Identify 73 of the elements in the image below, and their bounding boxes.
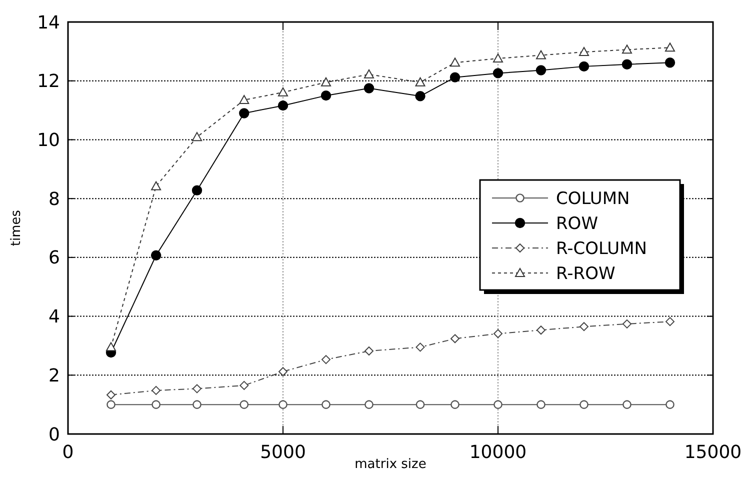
point	[240, 400, 249, 409]
y-tick-label: 10	[37, 130, 60, 152]
point	[192, 400, 202, 409]
point	[450, 58, 460, 67]
point	[278, 100, 288, 111]
y-tick-label: 0	[48, 424, 60, 446]
point	[622, 44, 632, 54]
point	[364, 400, 374, 409]
legend-label: R-COLUMN	[556, 238, 647, 259]
point	[364, 69, 374, 78]
y-tick-label: 12	[37, 71, 60, 92]
point	[492, 68, 504, 78]
y-tick-label: 14	[37, 12, 60, 34]
point	[536, 50, 546, 60]
point	[150, 250, 162, 260]
y-axis-title: times	[9, 210, 24, 246]
point	[278, 400, 288, 409]
point	[536, 400, 546, 409]
point	[664, 58, 676, 68]
point	[494, 400, 502, 409]
x-tick-label: 5000	[260, 442, 306, 463]
point	[622, 319, 632, 328]
point	[416, 400, 425, 409]
point	[493, 53, 503, 62]
point	[666, 317, 674, 326]
point	[106, 400, 116, 409]
point	[536, 65, 546, 76]
x-tick-label: 0	[62, 442, 74, 463]
point	[580, 400, 588, 409]
point	[665, 42, 675, 52]
x-axis-title: matrix size	[354, 457, 426, 472]
y-tick-label: 2	[48, 365, 60, 386]
point	[450, 72, 460, 82]
point	[578, 61, 590, 72]
point	[278, 87, 288, 96]
point	[579, 47, 589, 56]
point	[415, 91, 426, 102]
legend-label: COLUMN	[556, 188, 630, 209]
point	[192, 132, 202, 142]
point	[106, 342, 116, 352]
point	[239, 108, 250, 118]
x-tick-label: 10000	[469, 442, 527, 463]
point	[320, 90, 332, 101]
point	[536, 326, 546, 335]
y-tick-label: 6	[48, 248, 60, 269]
point	[415, 77, 426, 86]
point	[240, 380, 249, 390]
point	[192, 185, 202, 196]
legend-label: R-ROW	[556, 264, 616, 284]
y-tick-label: 4	[48, 306, 60, 328]
point	[364, 83, 374, 94]
point	[152, 386, 161, 395]
y-tick-label: 8	[48, 188, 60, 210]
point	[450, 400, 460, 409]
point	[106, 390, 116, 400]
point	[580, 322, 588, 332]
point	[666, 400, 674, 409]
point	[322, 355, 330, 364]
point	[364, 346, 374, 356]
point	[622, 400, 632, 409]
legend-label: ROW	[556, 214, 598, 234]
point	[152, 400, 160, 409]
point	[494, 329, 502, 338]
point	[321, 77, 331, 86]
point	[450, 334, 460, 344]
point	[622, 59, 632, 70]
x-tick-label: 15000	[684, 442, 742, 463]
point	[278, 367, 288, 376]
point	[192, 384, 202, 394]
point	[322, 400, 330, 409]
point	[239, 94, 250, 104]
point	[416, 342, 425, 352]
point	[151, 181, 162, 190]
